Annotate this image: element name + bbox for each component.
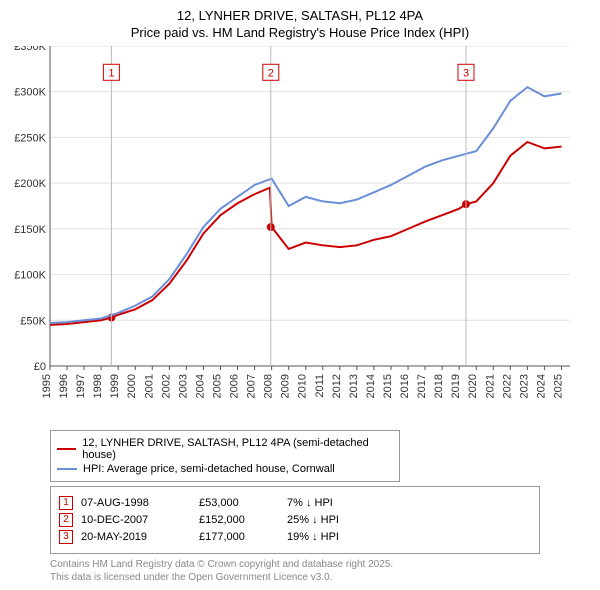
svg-text:£300K: £300K — [14, 86, 46, 98]
line-chart-svg: £0 £50K £100K £150K £200K £250K £300K £350K 1995… — [10, 46, 570, 426]
svg-text:2021: 2021 — [484, 374, 496, 398]
svg-text:2012: 2012 — [331, 374, 343, 398]
sale-price: £53,000 — [199, 497, 279, 509]
sale-date: 20-MAY-2019 — [81, 531, 191, 543]
svg-text:2009: 2009 — [280, 374, 292, 398]
svg-text:2019: 2019 — [450, 374, 462, 398]
svg-text:1996: 1996 — [58, 374, 70, 398]
svg-text:2014: 2014 — [365, 374, 377, 398]
svg-text:2016: 2016 — [399, 374, 411, 398]
footnote-line2: This data is licensed under the Open Gov… — [50, 571, 590, 584]
svg-text:2001: 2001 — [143, 374, 155, 398]
svg-text:2004: 2004 — [194, 374, 206, 398]
sale-marker-3: 3 — [59, 530, 73, 544]
svg-text:2015: 2015 — [382, 374, 394, 398]
svg-text:2003: 2003 — [177, 374, 189, 398]
svg-text:2018: 2018 — [433, 374, 445, 398]
svg-text:2024: 2024 — [535, 374, 547, 398]
svg-text:2002: 2002 — [160, 374, 172, 398]
legend-swatch-property — [57, 448, 76, 450]
svg-text:1999: 1999 — [109, 374, 121, 398]
sale-pct: 19% ↓ HPI — [287, 531, 397, 543]
legend-label-property: 12, LYNHER DRIVE, SALTASH, PL12 4PA (sem… — [82, 437, 393, 461]
svg-text:2023: 2023 — [518, 374, 530, 398]
svg-text:£250K: £250K — [14, 132, 46, 144]
svg-text:£0: £0 — [34, 361, 46, 373]
sale-price: £177,000 — [199, 531, 279, 543]
svg-text:2011: 2011 — [314, 374, 326, 398]
legend-label-hpi: HPI: Average price, semi-detached house,… — [83, 463, 335, 475]
chart-area: £0 £50K £100K £150K £200K £250K £300K £350K 1995… — [10, 46, 590, 426]
sale-marker-1: 1 — [59, 496, 73, 510]
svg-text:2022: 2022 — [501, 374, 513, 398]
svg-text:2010: 2010 — [297, 374, 309, 398]
svg-text:1998: 1998 — [92, 374, 104, 398]
legend-row-property: 12, LYNHER DRIVE, SALTASH, PL12 4PA (sem… — [57, 437, 393, 461]
sale-date: 10-DEC-2007 — [81, 514, 191, 526]
footnote-line1: Contains HM Land Registry data © Crown c… — [50, 558, 590, 571]
chart-container: 12, LYNHER DRIVE, SALTASH, PL12 4PA Pric… — [0, 0, 600, 590]
svg-text:2008: 2008 — [263, 374, 275, 398]
legend-box: 12, LYNHER DRIVE, SALTASH, PL12 4PA (sem… — [50, 430, 400, 482]
svg-text:1995: 1995 — [41, 374, 53, 398]
svg-text:2025: 2025 — [552, 374, 564, 398]
title-block: 12, LYNHER DRIVE, SALTASH, PL12 4PA Pric… — [10, 8, 590, 42]
svg-text:£200K: £200K — [14, 178, 46, 190]
title-line1: 12, LYNHER DRIVE, SALTASH, PL12 4PA — [10, 8, 590, 25]
sale-pct: 25% ↓ HPI — [287, 514, 397, 526]
sale-marker-2: 2 — [59, 513, 73, 527]
svg-text:2000: 2000 — [126, 374, 138, 398]
footnote: Contains HM Land Registry data © Crown c… — [50, 558, 590, 584]
svg-text:2020: 2020 — [467, 374, 479, 398]
svg-text:£50K: £50K — [20, 315, 46, 327]
sale-date: 07-AUG-1998 — [81, 497, 191, 509]
svg-text:2: 2 — [268, 67, 274, 79]
sale-pct: 7% ↓ HPI — [287, 497, 397, 509]
sale-price: £152,000 — [199, 514, 279, 526]
svg-text:1: 1 — [108, 67, 114, 79]
sales-table: 1 07-AUG-1998 £53,000 7% ↓ HPI 2 10-DEC-… — [50, 486, 540, 554]
svg-text:2013: 2013 — [348, 374, 360, 398]
svg-text:2007: 2007 — [246, 374, 258, 398]
svg-text:2005: 2005 — [211, 374, 223, 398]
svg-text:3: 3 — [463, 67, 469, 79]
legend-row-hpi: HPI: Average price, semi-detached house,… — [57, 463, 393, 475]
legend-swatch-hpi — [57, 468, 77, 470]
svg-text:£150K: £150K — [14, 224, 46, 236]
svg-text:2017: 2017 — [416, 374, 428, 398]
svg-text:1997: 1997 — [75, 374, 87, 398]
svg-text:£100K: £100K — [14, 269, 46, 281]
title-line2: Price paid vs. HM Land Registry's House … — [10, 25, 590, 42]
table-row: 2 10-DEC-2007 £152,000 25% ↓ HPI — [59, 513, 531, 527]
table-row: 3 20-MAY-2019 £177,000 19% ↓ HPI — [59, 530, 531, 544]
svg-text:£350K: £350K — [14, 46, 46, 53]
table-row: 1 07-AUG-1998 £53,000 7% ↓ HPI — [59, 496, 531, 510]
svg-text:2006: 2006 — [229, 374, 241, 398]
